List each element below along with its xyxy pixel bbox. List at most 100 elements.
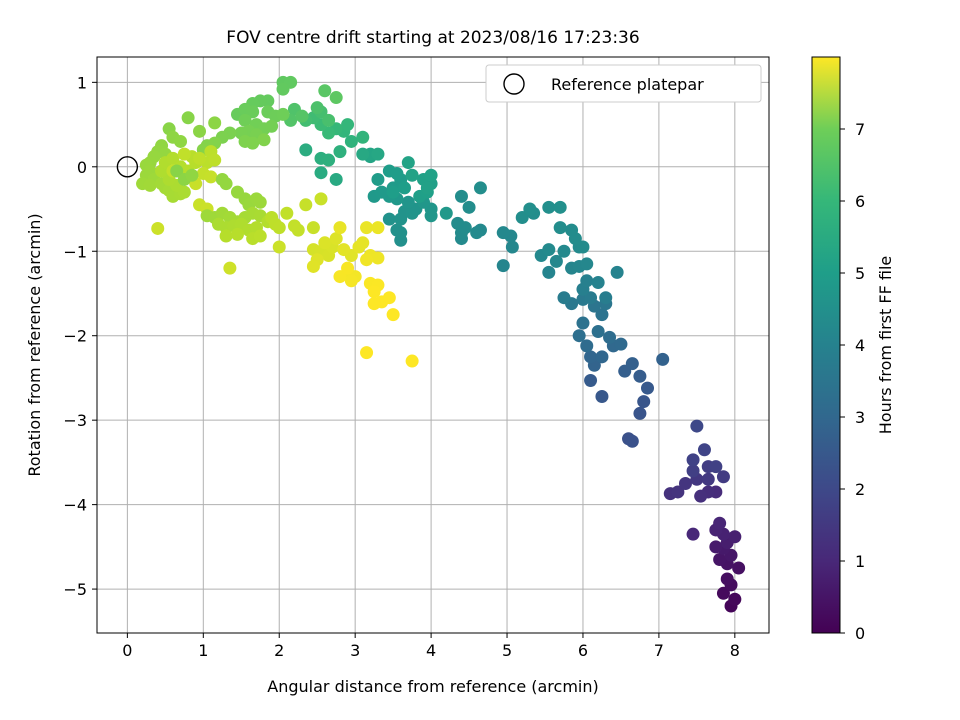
- data-point: [177, 147, 191, 161]
- data-point: [405, 354, 419, 368]
- data-point: [496, 226, 510, 240]
- data-point: [322, 113, 336, 127]
- data-point: [360, 221, 374, 235]
- data-point: [439, 206, 453, 220]
- data-point: [299, 143, 313, 157]
- data-point: [549, 254, 563, 268]
- legend-marker-icon: [503, 73, 525, 95]
- chart-title: FOV centre drift starting at 2023/08/16 …: [226, 28, 639, 48]
- data-point: [193, 151, 207, 165]
- data-point: [333, 221, 347, 235]
- data-point: [238, 113, 252, 127]
- data-point: [291, 223, 305, 237]
- data-point: [143, 178, 157, 192]
- data-point: [230, 227, 244, 241]
- data-point: [713, 553, 727, 567]
- data-point: [580, 257, 594, 271]
- data-point: [371, 251, 385, 265]
- data-point: [451, 216, 465, 230]
- data-point: [633, 406, 647, 420]
- data-point: [716, 470, 730, 484]
- data-point: [709, 540, 723, 554]
- data-point: [246, 105, 260, 119]
- reference-point-marker: [116, 156, 139, 178]
- data-point: [375, 185, 389, 199]
- data-point: [633, 369, 647, 383]
- data-point: [565, 223, 579, 237]
- data-point: [314, 192, 328, 206]
- data-point: [401, 195, 415, 209]
- data-point: [382, 291, 396, 305]
- data-point: [595, 390, 609, 404]
- data-point: [295, 109, 309, 123]
- x-tick-label: 4: [426, 641, 436, 660]
- x-tick-label: 7: [654, 641, 664, 660]
- data-point: [299, 198, 313, 212]
- data-point: [625, 357, 639, 371]
- data-point: [356, 130, 370, 144]
- data-point: [193, 124, 207, 138]
- data-point: [462, 200, 476, 214]
- data-point: [584, 291, 598, 305]
- data-point: [280, 206, 294, 220]
- data-point: [398, 181, 412, 195]
- x-ticks: 0 1 2 3 4 5 6 7 8: [122, 633, 740, 660]
- data-point: [166, 151, 180, 165]
- data-point: [591, 324, 605, 338]
- y-tick-label: −3: [63, 411, 87, 430]
- x-tick-label: 1: [198, 641, 208, 660]
- colorbar-tick-label: 3: [855, 408, 865, 427]
- data-point: [580, 274, 594, 288]
- data-point: [322, 126, 336, 140]
- data-point: [599, 291, 613, 305]
- data-point: [591, 276, 605, 290]
- colorbar: 0 1 2 3 4 5 6 7 Hours from first FF file: [811, 56, 895, 643]
- data-point: [367, 297, 381, 311]
- data-point: [716, 586, 730, 600]
- data-point: [572, 329, 586, 343]
- data-point: [576, 316, 590, 330]
- data-point: [344, 274, 358, 288]
- data-point: [185, 168, 199, 182]
- data-point: [360, 346, 374, 360]
- data-point: [371, 147, 385, 161]
- data-point: [223, 261, 237, 275]
- data-point: [732, 561, 746, 575]
- data-point: [276, 82, 290, 96]
- data-point: [542, 265, 556, 279]
- data-point: [306, 259, 320, 273]
- data-point: [424, 168, 438, 182]
- data-point: [580, 339, 594, 353]
- data-point: [694, 489, 708, 503]
- data-point: [329, 91, 343, 105]
- data-point: [405, 168, 419, 182]
- data-point: [329, 172, 343, 186]
- data-point: [553, 200, 567, 214]
- data-point: [690, 419, 704, 433]
- data-point: [333, 270, 347, 284]
- data-point: [454, 189, 468, 203]
- data-point: [306, 221, 320, 235]
- data-point: [318, 84, 332, 98]
- x-tick-label: 0: [122, 641, 132, 660]
- data-point: [341, 261, 355, 275]
- data-point: [344, 134, 358, 148]
- y-axis-label: Rotation from reference (arcmin): [25, 213, 44, 476]
- colorbar-tick-label: 1: [855, 552, 865, 571]
- y-tick-label: −4: [63, 496, 87, 515]
- colorbar-ticks: 0 1 2 3 4 5 6 7: [840, 120, 865, 643]
- data-point: [473, 181, 487, 195]
- data-point: [728, 592, 742, 606]
- data-point: [208, 153, 222, 167]
- data-point: [576, 240, 590, 254]
- data-point: [204, 170, 218, 184]
- data-point: [356, 236, 370, 250]
- plot-frame: [96, 56, 770, 634]
- y-ticks: 1 0 −1 −2 −3 −4 −5: [63, 73, 97, 599]
- data-point: [314, 166, 328, 180]
- data-point: [371, 172, 385, 186]
- data-point: [637, 395, 651, 409]
- data-point: [246, 136, 260, 150]
- data-point: [595, 350, 609, 364]
- data-point: [272, 221, 286, 235]
